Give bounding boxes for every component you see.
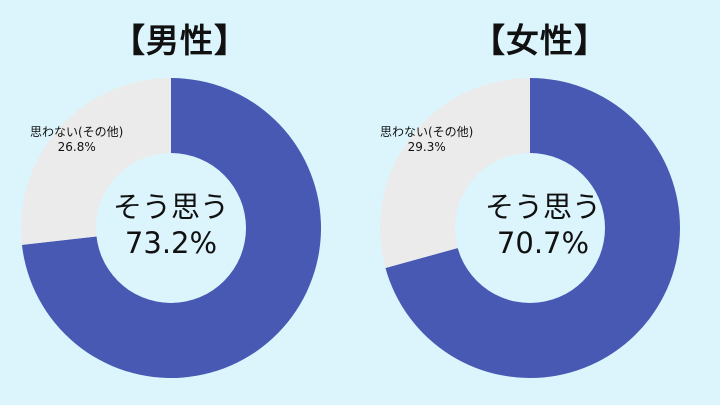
- disagree-label-female: 思わない(その他) 29.3%: [380, 125, 473, 155]
- agree-label-value: 70.7%: [496, 226, 590, 260]
- disagree-label-value: 26.8%: [57, 140, 96, 154]
- agree-label-text: そう思う: [112, 190, 229, 224]
- disagree-label-text: 思わない(その他): [380, 125, 474, 139]
- agree-label-male: そう思う 73.2%: [81, 189, 261, 261]
- agree-label-text: そう思う: [484, 190, 601, 224]
- chart-title-male: 【男性】: [112, 21, 248, 60]
- donut-hole: [96, 153, 246, 303]
- disagree-label-value: 29.3%: [407, 140, 446, 154]
- donut-hole: [455, 153, 605, 303]
- disagree-label-text: 思わない(その他): [30, 125, 124, 139]
- disagree-label-male: 思わない(その他) 26.8%: [30, 125, 123, 155]
- chart-title-female: 【女性】: [472, 21, 608, 60]
- chart-panel-female: 【女性】 思わない(その他) 29.3% そう思う 70.7%: [360, 0, 720, 405]
- donut-chart-male: [21, 78, 321, 379]
- chart-panel-male: 【男性】 思わない(その他) 26.8% そう思う 73.2%: [21, 21, 321, 379]
- agree-label-female: そう思う 70.7%: [453, 189, 633, 261]
- agree-label-value: 73.2%: [124, 226, 218, 260]
- donut-chart-female: [380, 78, 680, 379]
